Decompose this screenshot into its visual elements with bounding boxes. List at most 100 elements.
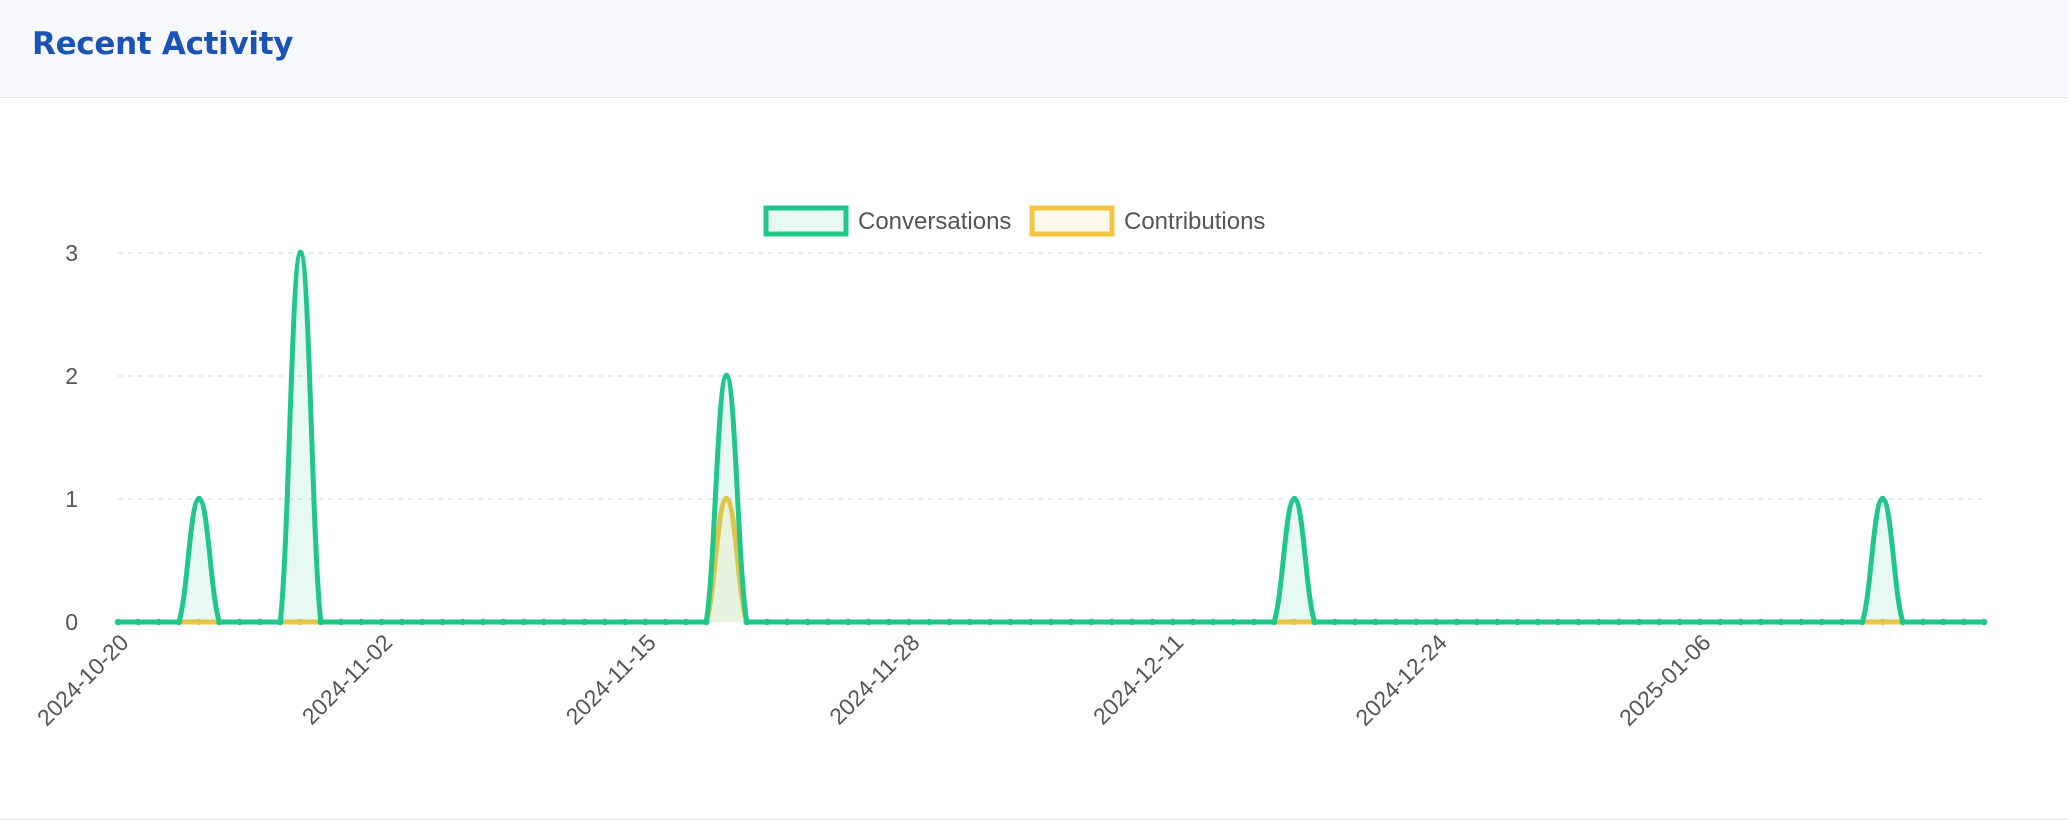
card-header: Recent Activity (0, 0, 2068, 98)
data-point (1635, 618, 1643, 626)
series-line-contributions (115, 496, 1987, 625)
data-point (1595, 618, 1602, 626)
data-point (1879, 495, 1886, 503)
data-point (642, 618, 649, 626)
series-layer (114, 249, 1988, 626)
legend-item-contributions[interactable]: Contributions (1029, 205, 1265, 237)
data-point (1453, 618, 1460, 626)
data-point (1311, 618, 1318, 626)
x-tick-label: 2024-12-11 (1088, 629, 1188, 729)
series-conversations (114, 249, 1988, 626)
data-point (195, 618, 203, 626)
y-tick-label: 1 (65, 486, 78, 512)
data-point (175, 618, 183, 626)
data-point (1027, 618, 1034, 626)
data-point (459, 618, 467, 626)
data-point (114, 618, 122, 626)
data-point (763, 618, 771, 626)
data-point (905, 618, 913, 626)
data-point (297, 618, 304, 626)
legend: Conversations Contributions (763, 205, 1265, 237)
data-point (1291, 618, 1298, 626)
data-point (1210, 618, 1217, 626)
data-point (439, 618, 446, 626)
data-point (1980, 618, 1988, 626)
data-point (195, 495, 203, 503)
data-point (1331, 618, 1339, 626)
data-point (1656, 618, 1663, 626)
data-point (1879, 618, 1886, 626)
data-point (1940, 618, 1947, 626)
data-point (419, 618, 426, 626)
series-contributions (114, 495, 1988, 626)
data-point (702, 618, 710, 626)
data-point (1433, 618, 1440, 626)
data-point (824, 618, 832, 626)
data-point (662, 618, 669, 626)
data-point (1960, 618, 1967, 626)
data-point (1250, 618, 1258, 626)
data-point (1899, 618, 1907, 626)
data-point (1352, 618, 1359, 626)
series-area-conversations (118, 253, 1984, 622)
y-tick-label: 3 (65, 240, 78, 266)
data-point (682, 618, 690, 626)
data-point (1189, 618, 1197, 626)
data-point (844, 618, 852, 626)
legend-item-conversations[interactable]: Conversations (763, 205, 1011, 237)
data-point (601, 618, 608, 626)
x-tick-label: 2024-10-20 (32, 629, 134, 731)
y-tick-label: 0 (65, 609, 78, 635)
data-point (1088, 618, 1095, 626)
data-point (1291, 495, 1298, 503)
data-point (1575, 618, 1582, 626)
data-point (865, 618, 872, 626)
grid-lines (118, 252, 1984, 500)
legend-swatch (763, 205, 849, 237)
series-line-conversations (115, 250, 1987, 625)
data-point (398, 618, 406, 626)
data-point (1919, 618, 1927, 626)
series-area-contributions (118, 499, 1984, 622)
x-tick-label: 2024-11-15 (561, 629, 661, 729)
data-point (236, 618, 243, 626)
data-point (966, 618, 974, 626)
legend-label: Conversations (858, 208, 1011, 235)
data-point (1696, 618, 1704, 626)
data-point (1494, 618, 1501, 626)
data-point (1047, 618, 1055, 626)
data-point (885, 618, 892, 626)
data-point (1128, 618, 1136, 626)
card-title: Recent Activity (32, 26, 294, 62)
data-point (723, 495, 730, 503)
data-point (986, 618, 994, 626)
data-point (1534, 618, 1541, 626)
data-point (256, 618, 264, 626)
data-point (135, 618, 142, 626)
data-point (1108, 618, 1116, 626)
data-point (1372, 618, 1379, 626)
data-point (1169, 618, 1176, 626)
data-point (1737, 618, 1744, 626)
data-point (277, 618, 284, 626)
data-point (926, 618, 933, 626)
data-point (479, 618, 487, 626)
data-point (1798, 618, 1805, 626)
data-point (723, 372, 730, 380)
data-point (621, 618, 629, 626)
data-point (1777, 618, 1785, 626)
data-point (1068, 618, 1075, 626)
data-point (1149, 618, 1156, 626)
data-point (1473, 618, 1481, 626)
data-point (216, 618, 223, 626)
data-point (1717, 618, 1724, 626)
data-point (520, 618, 527, 626)
data-point (1392, 618, 1400, 626)
data-point (581, 618, 588, 626)
data-point (561, 618, 568, 626)
data-point (804, 618, 811, 626)
legend-swatch (1029, 205, 1115, 237)
data-point (946, 618, 953, 626)
